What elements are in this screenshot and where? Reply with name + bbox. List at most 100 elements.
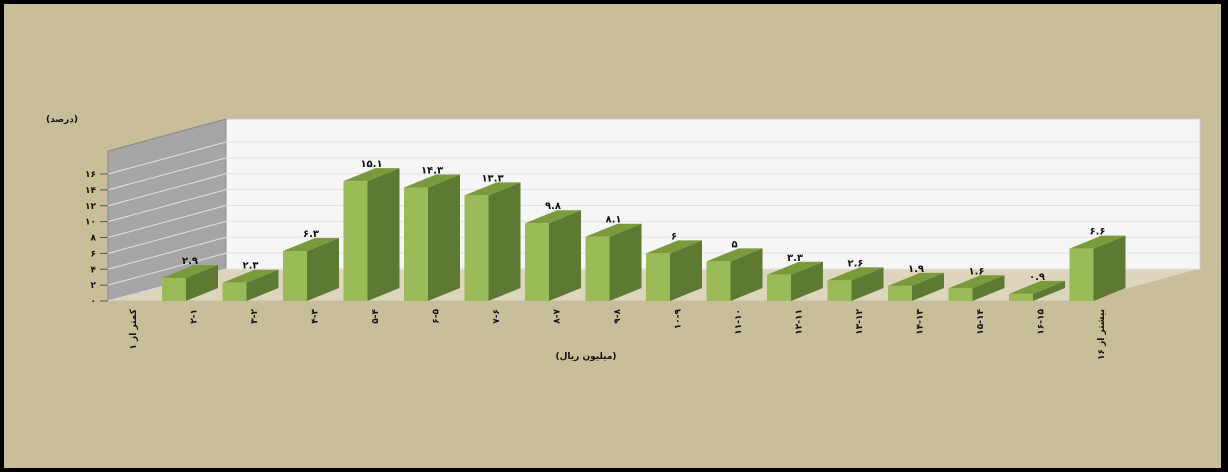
y-tick-label: ۶: [91, 249, 97, 259]
bar-side: [549, 210, 581, 301]
data-labels: ۲.۹ ۲.۳ ۶.۳ ۱۵.۱ ۱۴.۳ ۱۳.۳ ۹.۸ ۸.۱ ۶ ۵ ۳.۳ ۲.۶ ۱.۹ ۱.…: [182, 159, 1106, 283]
bar-front: [525, 223, 549, 301]
bar-side: [851, 267, 884, 301]
y-tick-label: ۱۴: [85, 186, 96, 196]
bars: [162, 168, 1126, 301]
bar-front: [767, 274, 791, 301]
x-tick-label: ۱۰-۹: [674, 308, 684, 329]
y-tick-label: ۱۶: [85, 170, 96, 180]
bar-front: [948, 288, 973, 301]
x-tick-label: بیشتر از ۱۶: [1097, 309, 1107, 360]
data-label: ۹.۸: [545, 201, 561, 212]
bar: [767, 261, 823, 301]
data-label: ۱۵.۱: [360, 159, 382, 170]
x-axis-label: (میلیون ریال): [555, 352, 616, 362]
bar-top: [525, 210, 581, 224]
grid-line-side: [107, 189, 227, 223]
bar-top: [706, 248, 763, 262]
bar-front: [1069, 248, 1094, 301]
bar: [464, 182, 521, 301]
bar-top: [585, 223, 642, 237]
grid-line-side: [107, 157, 227, 191]
bar-side: [912, 272, 944, 301]
bar: [1009, 280, 1065, 301]
y-axis-ticks: ۰ ۲ ۴ ۶ ۸ ۱۰ ۱۲ ۱۴ ۱۶: [85, 170, 108, 307]
bar-top: [888, 272, 944, 286]
x-tick-label: ۱۶-۱۵: [1037, 309, 1047, 335]
bar: [162, 264, 218, 301]
bar-side: [246, 269, 279, 301]
x-tick-label: ۱۴-۱۳: [916, 309, 926, 335]
y-tick-label: ۴: [91, 265, 97, 275]
x-tick-label: ۱۵-۱۴: [976, 309, 986, 335]
bar-top: [404, 174, 460, 188]
bar-front: [404, 187, 428, 301]
data-label: ۳.۳: [787, 253, 803, 264]
data-label: ۵: [731, 239, 737, 250]
bar-front: [343, 181, 368, 301]
x-tick-label: ۷-۶: [492, 309, 502, 324]
bar: [283, 237, 339, 301]
x-tick-label: ۳-۲: [250, 309, 260, 324]
bar-side: [186, 264, 218, 301]
bar-side: [1093, 235, 1126, 301]
data-label: ۸.۱: [605, 215, 621, 226]
bar-front: [1009, 293, 1033, 301]
bar: [646, 240, 702, 301]
data-label: ۱۴.۳: [421, 165, 443, 176]
data-label: ۶: [671, 231, 677, 242]
bar-top: [1069, 235, 1126, 249]
x-tick-label: ۸-۷: [553, 309, 563, 324]
x-tick-label: ۴-۳: [311, 309, 321, 324]
bar: [706, 248, 763, 301]
bar: [343, 168, 400, 301]
grid-line-side: [107, 220, 227, 254]
data-label: ۱.۹: [908, 264, 924, 275]
bar: [1069, 235, 1126, 301]
bar: [827, 267, 884, 301]
bar-top: [464, 182, 521, 196]
data-label: ۱.۶: [968, 266, 984, 277]
data-label: ۶.۳: [303, 229, 319, 240]
bar-front: [706, 261, 731, 301]
bar-front: [283, 250, 307, 301]
bar: [525, 210, 581, 301]
x-tick-label: ۹-۸: [613, 309, 623, 324]
y-tick-label: ۲: [91, 281, 97, 291]
x-tick-label: کمتر از ۱: [129, 308, 139, 349]
bar-top: [162, 264, 218, 278]
bar-top: [646, 240, 702, 254]
bar-side: [488, 182, 521, 301]
grid-line-side: [107, 205, 227, 238]
bar-front: [162, 277, 186, 301]
y-axis-label: (درصد): [46, 115, 78, 125]
bar-chart-3d: ۰ ۲ ۴ ۶ ۸ ۱۰ ۱۲ ۱۴ ۱۶ کمتر از ۱ ۲-۱ ۳-۲ ۴-۳ ۵-۴ ۶-۵ ۷-…: [46, 115, 1201, 362]
bar-side: [791, 261, 823, 301]
x-tick-label: ۱۲-۱۱: [795, 309, 805, 335]
bar-top: [343, 168, 400, 182]
x-tick-label: ۱۱-۱۰: [734, 309, 744, 335]
bar-front: [888, 285, 912, 301]
bar: [222, 269, 279, 301]
grid-line-side: [107, 252, 227, 286]
x-tick-label: ۵-۴: [371, 309, 381, 324]
bar-side: [428, 174, 460, 301]
bar-side: [730, 248, 763, 301]
bar-side: [972, 275, 1005, 301]
bar-top: [767, 261, 823, 275]
bar-top: [222, 269, 279, 283]
grid-line-side: [107, 141, 227, 175]
bar-top: [283, 237, 339, 251]
bar-front: [222, 282, 247, 301]
x-tick-label: ۶-۵: [432, 309, 442, 324]
x-tick-label: ۲-۱: [190, 309, 200, 324]
data-label: ۰.۹: [1029, 272, 1045, 283]
bar: [948, 275, 1005, 301]
bar-side: [307, 237, 339, 301]
bar: [888, 272, 944, 301]
bar-top: [827, 267, 884, 281]
data-label: ۲.۶: [847, 258, 863, 269]
x-tick-label: ۱۳-۱۲: [855, 309, 865, 335]
y-tick-label: ۱۰: [85, 218, 96, 228]
